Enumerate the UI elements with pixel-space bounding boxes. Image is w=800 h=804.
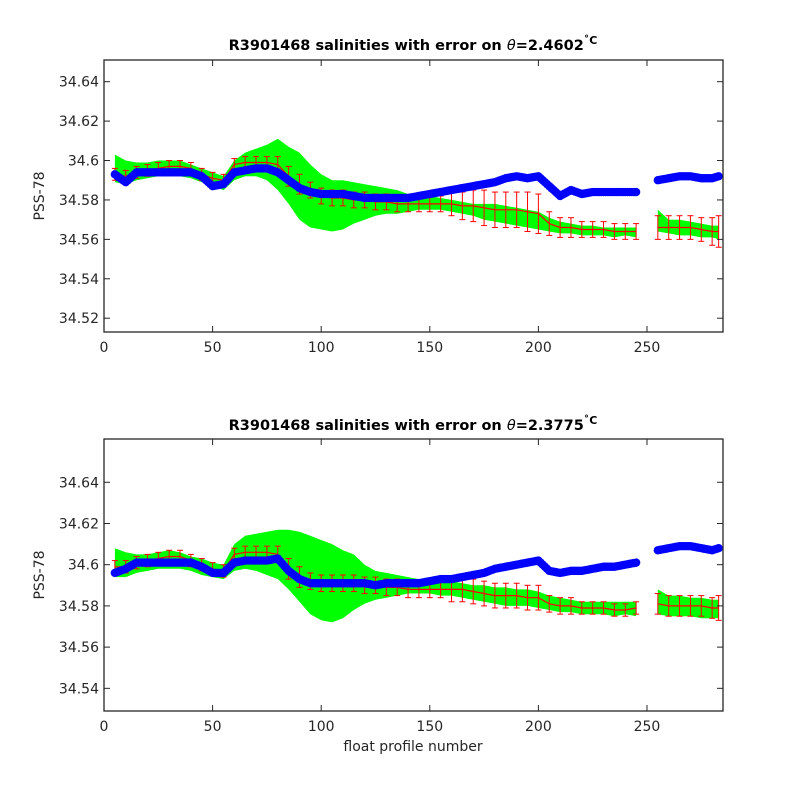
- axis-ticks: 0 50 100 150 200 250 34.54 34.56 34.58 34.6 34.62 3…: [59, 439, 723, 735]
- error-bar: [502, 582, 509, 609]
- x-axis-label: float profile number: [343, 739, 482, 755]
- error-bar: [622, 603, 629, 617]
- error-bar: [578, 221, 585, 238]
- y-tick-label: 34.56: [59, 640, 99, 656]
- error-bar: [611, 223, 618, 240]
- x-tick-label: 250: [634, 719, 661, 735]
- error-bar: [578, 601, 585, 615]
- float-salinity-point: [714, 544, 723, 553]
- error-bar: [481, 189, 488, 227]
- error-bar: [611, 603, 618, 617]
- x-tick-label: 150: [416, 719, 443, 735]
- error-bar: [654, 215, 661, 240]
- error-bar: [654, 593, 661, 615]
- error-bar: [513, 191, 520, 229]
- error-bar: [709, 597, 716, 619]
- error-bar: [513, 582, 520, 609]
- error-bar: [557, 217, 564, 238]
- envelope-band: [657, 209, 719, 240]
- error-bar: [491, 191, 498, 229]
- chart-title: R3901468 salinities with error on θ=2.46…: [229, 34, 598, 54]
- error-bar: [715, 215, 722, 248]
- y-tick-label: 34.54: [59, 681, 99, 697]
- y-tick-label: 34.62: [59, 114, 99, 130]
- error-bar: [589, 601, 596, 615]
- error-bar: [567, 597, 574, 615]
- error-bar: [546, 595, 553, 613]
- float-salinity-point: [631, 558, 641, 567]
- float-salinity-point: [631, 187, 641, 197]
- x-tick-label: 100: [308, 340, 335, 356]
- x-tick-label: 200: [525, 340, 552, 356]
- chart-title: R3901468 salinities with error on θ=2.37…: [229, 414, 598, 434]
- error-bar: [676, 595, 683, 617]
- axes-box: [103, 438, 724, 712]
- error-bar: [567, 217, 574, 238]
- y-tick-label: 34.56: [59, 232, 99, 248]
- error-bar: [687, 215, 694, 240]
- error-bar: [524, 584, 531, 611]
- x-tick-label: 0: [100, 719, 109, 735]
- envelope-band: [657, 589, 719, 619]
- y-tick-label: 34.64: [59, 475, 99, 491]
- x-tick-label: 0: [100, 340, 109, 356]
- error-bar: [589, 221, 596, 238]
- chart-panel-top: 0 50 100 150 200 250 34.52 34.54 34.56 34.58 34.6 3…: [32, 34, 724, 356]
- error-bar: [709, 217, 716, 246]
- error-bar: [557, 597, 564, 615]
- error-bar: [491, 582, 498, 609]
- x-tick-label: 100: [308, 719, 335, 735]
- x-tick-label: 50: [204, 340, 222, 356]
- error-bar: [481, 580, 488, 607]
- error-bar: [622, 223, 629, 240]
- error-bar: [600, 221, 607, 238]
- chart-panel-bottom: 0 50 100 150 200 250 34.54 34.56 34.58 34.6 34.62 3…: [32, 414, 724, 755]
- error-bar: [600, 601, 607, 615]
- y-tick-label: 34.58: [59, 599, 99, 615]
- error-bar: [665, 215, 672, 240]
- error-bar: [535, 584, 542, 611]
- error-bar: [502, 191, 509, 229]
- float-salinity-point: [714, 172, 723, 181]
- y-tick-label: 34.52: [59, 311, 99, 327]
- error-bar: [633, 223, 640, 240]
- y-axis-label: PSS-78: [32, 550, 48, 599]
- y-tick-label: 34.58: [59, 193, 99, 209]
- x-tick-label: 50: [204, 719, 222, 735]
- y-tick-label: 34.6: [68, 154, 99, 170]
- y-tick-label: 34.54: [59, 272, 99, 288]
- x-tick-label: 150: [416, 340, 443, 356]
- y-tick-label: 34.6: [68, 558, 99, 574]
- error-bar: [698, 217, 705, 242]
- x-tick-label: 200: [525, 719, 552, 735]
- error-bar: [665, 595, 672, 617]
- error-bar: [535, 193, 542, 234]
- error-bar: [715, 595, 722, 621]
- x-tick-label: 250: [634, 340, 661, 356]
- error-bar: [687, 595, 694, 617]
- y-tick-label: 34.64: [59, 75, 99, 91]
- error-bar: [546, 211, 553, 236]
- axis-ticks: 0 50 100 150 200 250 34.52 34.54 34.56 34.58 34.6 3…: [59, 60, 723, 356]
- y-axis-label: PSS-78: [32, 171, 48, 220]
- axes-box: [103, 59, 724, 333]
- error-bar: [698, 595, 705, 617]
- error-bar: [676, 215, 683, 240]
- y-tick-label: 34.62: [59, 516, 99, 532]
- error-bar: [633, 601, 640, 615]
- error-bar: [524, 191, 531, 232]
- plot-area: [110, 138, 723, 248]
- plot-area: [110, 529, 723, 623]
